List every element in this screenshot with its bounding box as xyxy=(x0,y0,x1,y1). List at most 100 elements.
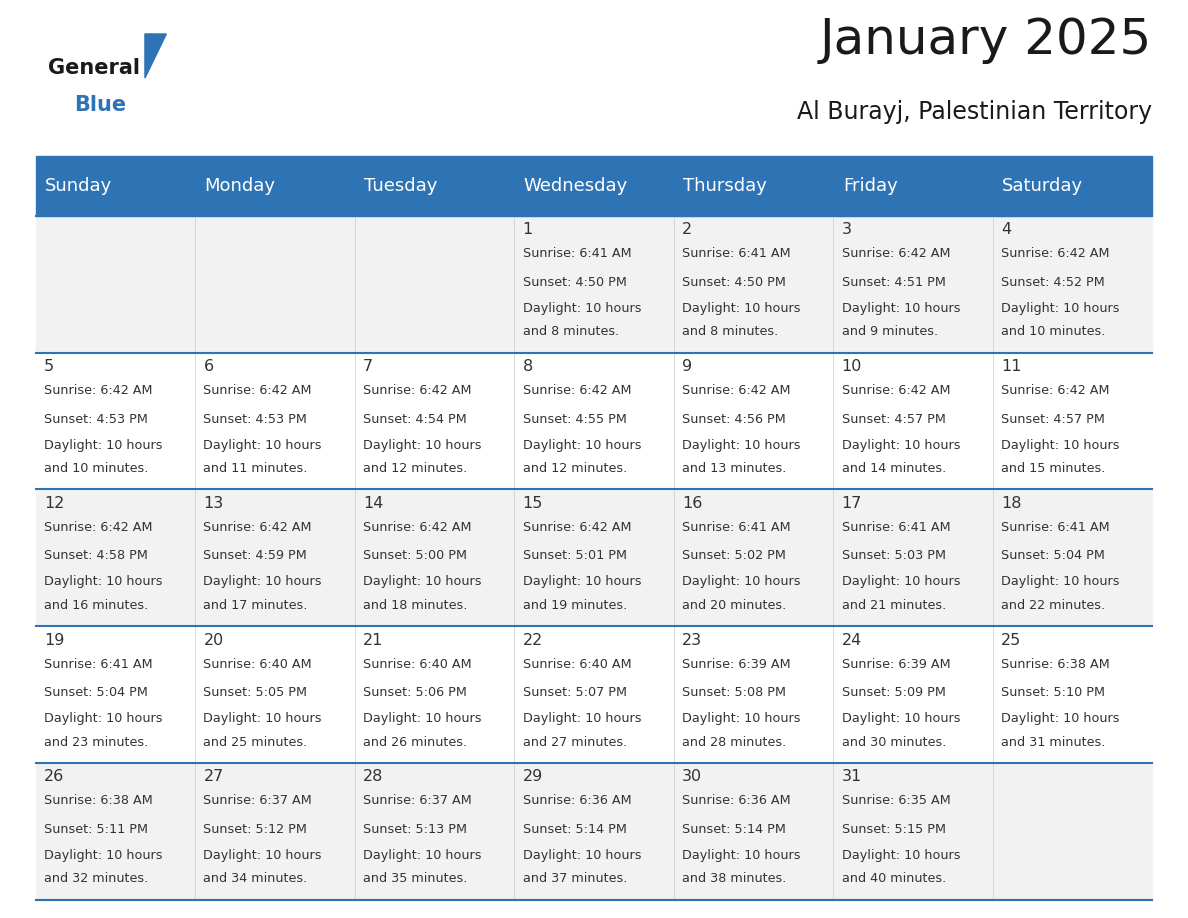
Text: and 28 minutes.: and 28 minutes. xyxy=(682,735,786,748)
Text: and 11 minutes.: and 11 minutes. xyxy=(203,462,308,475)
Text: Daylight: 10 hours: Daylight: 10 hours xyxy=(841,302,960,315)
Text: and 32 minutes.: and 32 minutes. xyxy=(44,872,148,885)
Text: Sunset: 5:07 PM: Sunset: 5:07 PM xyxy=(523,687,626,700)
Text: Sunset: 5:13 PM: Sunset: 5:13 PM xyxy=(364,823,467,836)
Text: and 26 minutes.: and 26 minutes. xyxy=(364,735,467,748)
Text: Blue: Blue xyxy=(74,95,126,115)
Text: Sunrise: 6:37 AM: Sunrise: 6:37 AM xyxy=(203,794,312,807)
Text: Daylight: 10 hours: Daylight: 10 hours xyxy=(44,712,163,725)
Text: Monday: Monday xyxy=(204,177,276,195)
Text: Sunrise: 6:36 AM: Sunrise: 6:36 AM xyxy=(682,794,791,807)
Text: and 15 minutes.: and 15 minutes. xyxy=(1001,462,1106,475)
Text: Sunrise: 6:38 AM: Sunrise: 6:38 AM xyxy=(44,794,153,807)
Text: 6: 6 xyxy=(203,359,214,374)
Bar xyxy=(514,216,674,353)
Text: Sunrise: 6:40 AM: Sunrise: 6:40 AM xyxy=(364,657,472,670)
Text: 27: 27 xyxy=(203,769,223,784)
Text: and 37 minutes.: and 37 minutes. xyxy=(523,872,627,885)
Text: 1: 1 xyxy=(523,222,532,237)
Text: Daylight: 10 hours: Daylight: 10 hours xyxy=(1001,439,1119,452)
Text: 11: 11 xyxy=(1001,359,1022,374)
Bar xyxy=(993,626,1152,763)
Text: Daylight: 10 hours: Daylight: 10 hours xyxy=(841,576,960,588)
Bar xyxy=(195,489,355,626)
Text: Daylight: 10 hours: Daylight: 10 hours xyxy=(523,712,642,725)
Text: Daylight: 10 hours: Daylight: 10 hours xyxy=(1001,576,1119,588)
Text: Sunset: 5:15 PM: Sunset: 5:15 PM xyxy=(841,823,946,836)
Text: Sunrise: 6:40 AM: Sunrise: 6:40 AM xyxy=(203,657,312,670)
Bar xyxy=(993,763,1152,900)
Text: Sunset: 5:14 PM: Sunset: 5:14 PM xyxy=(682,823,786,836)
Text: Daylight: 10 hours: Daylight: 10 hours xyxy=(364,439,481,452)
Text: 12: 12 xyxy=(44,496,64,510)
Text: and 25 minutes.: and 25 minutes. xyxy=(203,735,308,748)
Text: 18: 18 xyxy=(1001,496,1022,510)
Text: Sunrise: 6:41 AM: Sunrise: 6:41 AM xyxy=(682,247,791,260)
Text: 28: 28 xyxy=(364,769,384,784)
Polygon shape xyxy=(145,34,166,78)
Text: 22: 22 xyxy=(523,633,543,647)
Text: Sunset: 5:06 PM: Sunset: 5:06 PM xyxy=(364,687,467,700)
Text: Sunrise: 6:39 AM: Sunrise: 6:39 AM xyxy=(841,657,950,670)
Text: Sunrise: 6:42 AM: Sunrise: 6:42 AM xyxy=(203,384,312,397)
Text: and 16 minutes.: and 16 minutes. xyxy=(44,599,148,611)
Text: Sunrise: 6:38 AM: Sunrise: 6:38 AM xyxy=(1001,657,1110,670)
Text: and 14 minutes.: and 14 minutes. xyxy=(841,462,946,475)
Text: Sunset: 4:52 PM: Sunset: 4:52 PM xyxy=(1001,276,1105,289)
Text: and 8 minutes.: and 8 minutes. xyxy=(682,325,778,338)
Text: Sunset: 4:53 PM: Sunset: 4:53 PM xyxy=(203,413,308,426)
Text: Sunset: 5:10 PM: Sunset: 5:10 PM xyxy=(1001,687,1105,700)
Text: and 10 minutes.: and 10 minutes. xyxy=(1001,325,1106,338)
Text: and 8 minutes.: and 8 minutes. xyxy=(523,325,619,338)
Text: 24: 24 xyxy=(841,633,861,647)
Text: and 13 minutes.: and 13 minutes. xyxy=(682,462,786,475)
Text: 13: 13 xyxy=(203,496,223,510)
Text: Daylight: 10 hours: Daylight: 10 hours xyxy=(44,439,163,452)
Text: 15: 15 xyxy=(523,496,543,510)
Text: Sunset: 5:14 PM: Sunset: 5:14 PM xyxy=(523,823,626,836)
Text: Daylight: 10 hours: Daylight: 10 hours xyxy=(682,439,801,452)
Text: Al Burayj, Palestinian Territory: Al Burayj, Palestinian Territory xyxy=(797,100,1152,124)
Text: and 30 minutes.: and 30 minutes. xyxy=(841,735,946,748)
Text: Sunset: 4:55 PM: Sunset: 4:55 PM xyxy=(523,413,626,426)
Text: and 38 minutes.: and 38 minutes. xyxy=(682,872,786,885)
Text: Sunrise: 6:42 AM: Sunrise: 6:42 AM xyxy=(44,521,152,533)
Text: Sunrise: 6:41 AM: Sunrise: 6:41 AM xyxy=(1001,521,1110,533)
Text: Sunrise: 6:42 AM: Sunrise: 6:42 AM xyxy=(841,384,950,397)
Bar xyxy=(993,353,1152,489)
Text: Daylight: 10 hours: Daylight: 10 hours xyxy=(364,849,481,862)
Text: Sunrise: 6:41 AM: Sunrise: 6:41 AM xyxy=(44,657,152,670)
Text: and 19 minutes.: and 19 minutes. xyxy=(523,599,627,611)
Bar xyxy=(195,626,355,763)
Text: Sunrise: 6:40 AM: Sunrise: 6:40 AM xyxy=(523,657,631,670)
Text: and 21 minutes.: and 21 minutes. xyxy=(841,599,946,611)
Text: 5: 5 xyxy=(44,359,55,374)
Text: and 40 minutes.: and 40 minutes. xyxy=(841,872,946,885)
Text: and 35 minutes.: and 35 minutes. xyxy=(364,872,467,885)
Text: Daylight: 10 hours: Daylight: 10 hours xyxy=(364,576,481,588)
Text: Sunrise: 6:39 AM: Sunrise: 6:39 AM xyxy=(682,657,791,670)
Text: 29: 29 xyxy=(523,769,543,784)
Text: Wednesday: Wednesday xyxy=(524,177,628,195)
Text: Sunset: 4:50 PM: Sunset: 4:50 PM xyxy=(523,276,626,289)
Text: and 18 minutes.: and 18 minutes. xyxy=(364,599,467,611)
Text: Daylight: 10 hours: Daylight: 10 hours xyxy=(203,439,322,452)
Text: and 17 minutes.: and 17 minutes. xyxy=(203,599,308,611)
Text: Sunset: 5:12 PM: Sunset: 5:12 PM xyxy=(203,823,308,836)
Text: Daylight: 10 hours: Daylight: 10 hours xyxy=(841,849,960,862)
Text: and 20 minutes.: and 20 minutes. xyxy=(682,599,786,611)
Text: Sunset: 5:11 PM: Sunset: 5:11 PM xyxy=(44,823,148,836)
Bar xyxy=(833,489,993,626)
Text: Sunrise: 6:35 AM: Sunrise: 6:35 AM xyxy=(841,794,950,807)
Text: Daylight: 10 hours: Daylight: 10 hours xyxy=(682,849,801,862)
Text: Daylight: 10 hours: Daylight: 10 hours xyxy=(203,849,322,862)
Text: 14: 14 xyxy=(364,496,384,510)
Bar xyxy=(36,156,1152,216)
Text: Sunset: 5:03 PM: Sunset: 5:03 PM xyxy=(841,550,946,563)
Text: 21: 21 xyxy=(364,633,384,647)
Text: General: General xyxy=(48,58,139,78)
Text: Sunset: 4:50 PM: Sunset: 4:50 PM xyxy=(682,276,786,289)
Bar xyxy=(833,763,993,900)
Text: Daylight: 10 hours: Daylight: 10 hours xyxy=(682,712,801,725)
Text: 17: 17 xyxy=(841,496,862,510)
